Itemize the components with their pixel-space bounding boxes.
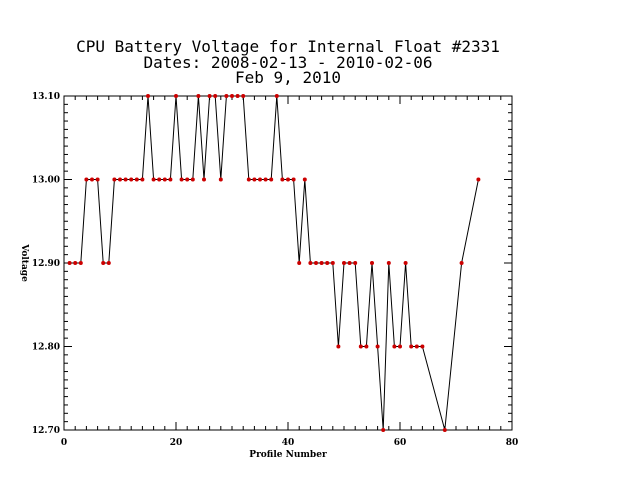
plot-frame	[63, 95, 513, 431]
data-point	[78, 261, 83, 265]
x-tick-label: 60	[394, 438, 407, 448]
data-point	[151, 177, 156, 182]
data-point	[263, 177, 268, 182]
data-point	[392, 344, 397, 349]
data-point	[157, 177, 162, 182]
data-point	[112, 177, 117, 182]
data-point	[358, 344, 363, 349]
data-point	[442, 428, 447, 432]
data-point	[235, 94, 240, 98]
data-point	[202, 177, 206, 182]
series-line	[69, 95, 479, 431]
data-point	[302, 177, 307, 182]
x-axis-label: Profile Number	[249, 450, 327, 460]
data-point	[123, 177, 128, 182]
data-point	[476, 177, 481, 182]
x-axis: 0 20 40 60 80	[61, 96, 518, 448]
data-point	[246, 177, 251, 182]
data-point	[342, 261, 346, 265]
data-point	[375, 344, 380, 349]
data-point	[140, 177, 145, 182]
data-point	[370, 261, 374, 265]
data-point	[414, 344, 419, 349]
data-point	[291, 177, 296, 182]
title-line-1: CPU Battery Voltage for Internal Float #…	[76, 37, 500, 56]
data-point	[353, 261, 358, 265]
y-axis: 12.70 12.80 12.90 13.00 13.10	[32, 92, 512, 436]
data-point	[118, 177, 122, 182]
data-point	[146, 94, 150, 98]
data-point	[325, 261, 330, 265]
data-point	[218, 177, 223, 182]
data-point	[179, 177, 184, 182]
data-point	[286, 177, 290, 182]
y-tick-label: 13.10	[32, 92, 60, 102]
data-point	[106, 261, 111, 265]
x-tick-label: 0	[61, 438, 67, 448]
data-point	[95, 177, 100, 182]
title-line-3: Feb 9, 2010	[235, 68, 341, 87]
data-point	[364, 344, 369, 349]
data-point	[174, 94, 178, 98]
x-tick-label: 40	[282, 438, 295, 448]
data-point	[409, 344, 414, 349]
data-point	[168, 177, 173, 182]
data-point	[420, 344, 425, 349]
data-point	[101, 261, 106, 265]
y-tick-label: 13.00	[32, 176, 60, 186]
data-point	[398, 344, 402, 349]
y-axis-label: Voltage	[19, 243, 29, 282]
data-point	[185, 177, 190, 182]
chart-title: CPU Battery Voltage for Internal Float #…	[76, 37, 500, 87]
y-tick-label: 12.80	[32, 343, 60, 353]
data-point	[230, 94, 234, 98]
x-tick-label: 20	[170, 438, 183, 448]
data-point	[297, 261, 302, 265]
data-point	[319, 261, 324, 265]
data-point	[258, 177, 262, 182]
data-point	[207, 94, 212, 98]
data-point	[162, 177, 167, 182]
data-point	[196, 94, 201, 98]
data-point	[330, 261, 335, 265]
data-point	[459, 261, 464, 265]
data-point	[190, 177, 195, 182]
data-point	[213, 94, 218, 98]
data-point	[336, 344, 341, 349]
data-point	[241, 94, 246, 98]
data-point	[224, 94, 229, 98]
data-point	[308, 261, 313, 265]
y-tick-label: 12.70	[32, 426, 60, 436]
data-point	[269, 177, 274, 182]
y-tick-label: 12.90	[32, 259, 60, 269]
data-point	[347, 261, 352, 265]
data-point	[90, 177, 94, 182]
data-point	[280, 177, 285, 182]
data-point	[314, 261, 318, 265]
data-point	[381, 428, 386, 432]
data-point	[386, 261, 391, 265]
data-point	[134, 177, 139, 182]
data-point	[403, 261, 408, 265]
data-point	[252, 177, 257, 182]
x-tick-label: 80	[506, 438, 519, 448]
data-point	[67, 261, 72, 265]
data-point	[84, 177, 89, 182]
voltage-series	[67, 94, 481, 432]
data-point	[274, 94, 279, 98]
data-point	[73, 261, 78, 265]
title-line-2: Dates: 2008-02-13 - 2010-02-06	[144, 53, 433, 72]
data-point	[129, 177, 134, 182]
